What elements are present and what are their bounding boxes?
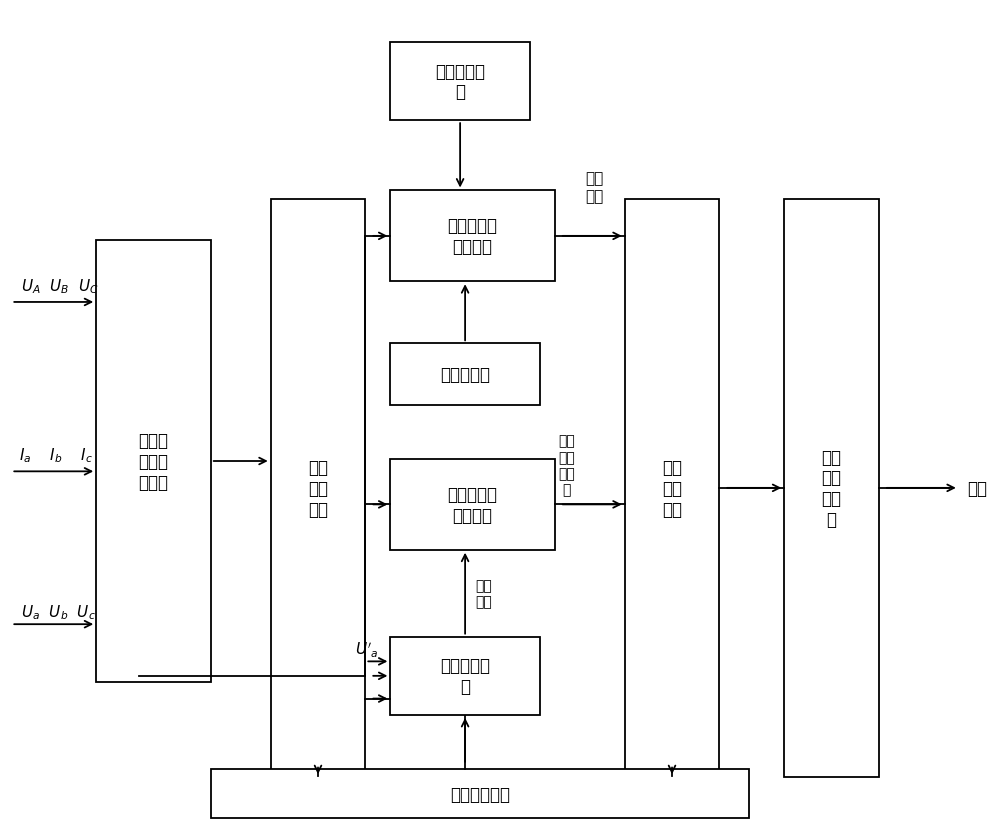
Bar: [211, 769, 749, 818]
Text: $U_A$  $U_B$  $U_C$: $U_A$ $U_B$ $U_C$: [21, 277, 99, 296]
Bar: [625, 200, 719, 777]
Bar: [96, 241, 211, 682]
Text: 晶闸
管驱
动单
元: 晶闸 管驱 动单 元: [822, 448, 842, 528]
Text: 变频器逻辑
判断单元: 变频器逻辑 判断单元: [448, 485, 498, 524]
Text: 同期并列单
元: 同期并列单 元: [440, 657, 490, 696]
Text: $U_a$  $U_b$  $U_c$: $U_a$ $U_b$ $U_c$: [21, 603, 96, 621]
Text: 信号
调理
单元: 信号 调理 单元: [308, 459, 328, 518]
Bar: [390, 637, 540, 715]
Text: $I_a$    $I_b$    $I_c$: $I_a$ $I_b$ $I_c$: [19, 446, 94, 465]
Text: 脉冲: 脉冲: [967, 479, 987, 498]
Text: 脉冲生成及
编码单元: 脉冲生成及 编码单元: [448, 217, 498, 256]
Bar: [271, 200, 365, 777]
Bar: [390, 43, 530, 121]
Bar: [390, 191, 555, 282]
Text: 启停
指令: 启停 指令: [475, 579, 492, 609]
Text: 电压、
电流测
量单元: 电压、 电流测 量单元: [138, 431, 168, 491]
Text: 正反
桥切
换信
号: 正反 桥切 换信 号: [558, 434, 575, 497]
Text: 中断信号源: 中断信号源: [440, 366, 490, 384]
Text: 脉冲
编码: 脉冲 编码: [586, 171, 604, 204]
Bar: [784, 200, 879, 777]
Text: 串口通信单
元: 串口通信单 元: [435, 62, 485, 101]
Text: $U'_a$: $U'_a$: [355, 639, 378, 659]
Text: 系统电源单元: 系统电源单元: [450, 785, 510, 802]
Bar: [390, 344, 540, 406]
Bar: [390, 460, 555, 550]
Text: 脉冲
解码
单元: 脉冲 解码 单元: [662, 459, 682, 518]
